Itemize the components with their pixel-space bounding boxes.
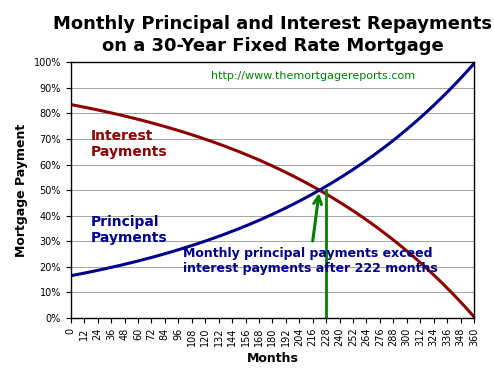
Title: Monthly Principal and Interest Repayments
on a 30-Year Fixed Rate Mortgage: Monthly Principal and Interest Repayment… bbox=[53, 15, 492, 55]
Y-axis label: Mortgage Payment: Mortgage Payment bbox=[15, 124, 28, 257]
Text: Interest
Payments: Interest Payments bbox=[91, 129, 167, 159]
Text: Monthly principal payments exceed
interest payments after 222 months: Monthly principal payments exceed intere… bbox=[183, 196, 438, 274]
Text: http://www.themortgagereports.com: http://www.themortgagereports.com bbox=[210, 71, 415, 81]
Text: Principal
Payments: Principal Payments bbox=[91, 215, 167, 245]
X-axis label: Months: Months bbox=[247, 352, 298, 365]
